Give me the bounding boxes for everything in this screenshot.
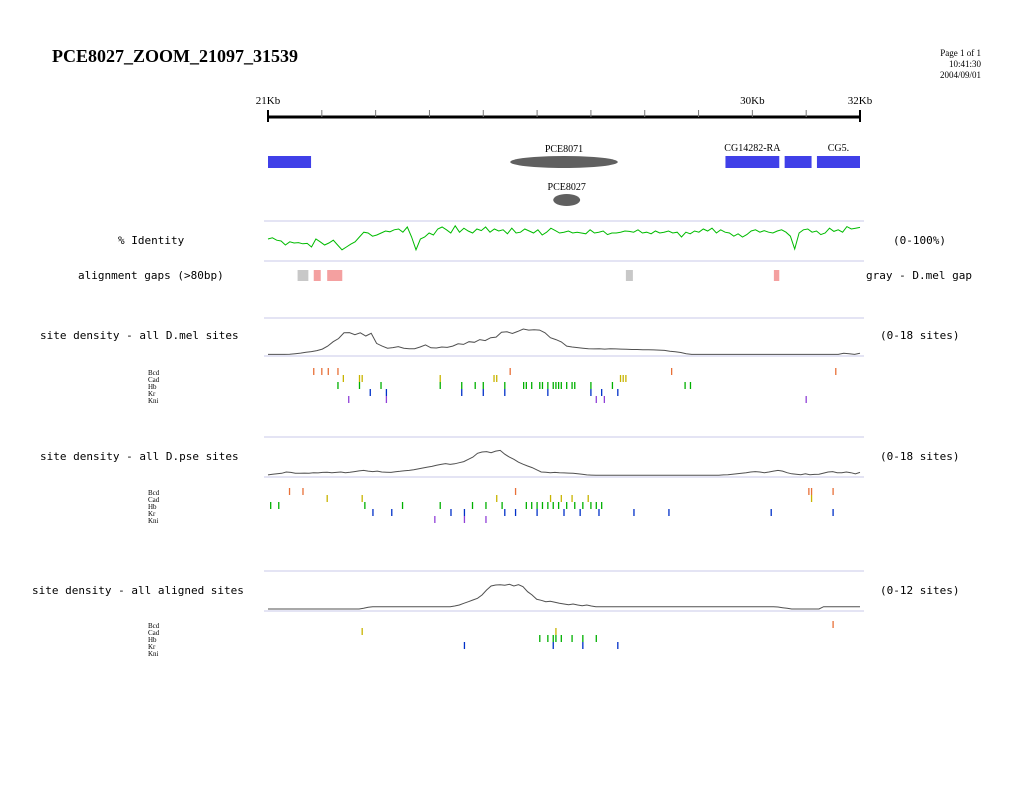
scale-label: 21Kb [256, 95, 281, 107]
page-date: 2004/09/01 [939, 70, 981, 80]
page-title: PCE8027_ZOOM_21097_31539 [52, 46, 298, 66]
factor-label: Hb [148, 636, 157, 644]
density-line [267, 449, 861, 476]
gene-label: CG14282-RA [724, 143, 781, 154]
gaps-label: alignment gaps (>80bp) [78, 269, 224, 282]
factor-label: Cad [148, 496, 160, 504]
gene-label: CG5. [828, 143, 849, 154]
identity-range: (0-100%) [893, 234, 946, 247]
factor-label: Hb [148, 383, 157, 391]
factor-label: Kni [148, 397, 159, 405]
factor-label: Kni [148, 517, 159, 525]
density-label: site density - all D.pse sites [40, 450, 239, 463]
factor-label: Hb [148, 503, 157, 511]
page-number: Page 1 of 1 [940, 48, 981, 58]
gap-block [313, 270, 321, 281]
density-label: site density - all D.mel sites [40, 329, 239, 342]
gap-block [327, 270, 343, 281]
factor-label: Kr [148, 390, 156, 398]
density-range: (0-12 sites) [880, 584, 959, 597]
factor-label: Cad [148, 629, 160, 637]
page-time: 10:41:30 [948, 59, 981, 69]
scale-label: 32Kb [848, 95, 873, 107]
factor-label: Bcd [148, 369, 160, 377]
density-label: site density - all aligned sites [32, 584, 244, 597]
identity-label: % Identity [118, 234, 185, 247]
density-line [268, 328, 861, 355]
gap-block [773, 270, 780, 281]
identity-line [267, 224, 861, 252]
gene-block [784, 156, 812, 168]
enhancer-label: PCE8027 [548, 182, 586, 193]
factor-label: Kni [148, 650, 159, 658]
factor-label: Kr [148, 643, 156, 651]
gene-block [816, 156, 860, 168]
enhancer-label: PCE8071 [545, 144, 583, 155]
density-line [268, 583, 860, 610]
scale-label: 30Kb [740, 95, 765, 107]
enhancer-ellipse [510, 156, 618, 168]
factor-label: Cad [148, 376, 160, 384]
gene-block [268, 156, 312, 168]
gap-block [297, 270, 309, 281]
factor-label: Bcd [148, 489, 160, 497]
gene-block [725, 156, 780, 168]
density-range: (0-18 sites) [880, 329, 959, 342]
factor-label: Kr [148, 510, 156, 518]
density-range: (0-18 sites) [880, 450, 959, 463]
factor-label: Bcd [148, 622, 160, 630]
gaps-note: gray - D.mel gap [866, 269, 972, 282]
enhancer-ellipse [553, 194, 581, 206]
gap-block [625, 270, 633, 281]
